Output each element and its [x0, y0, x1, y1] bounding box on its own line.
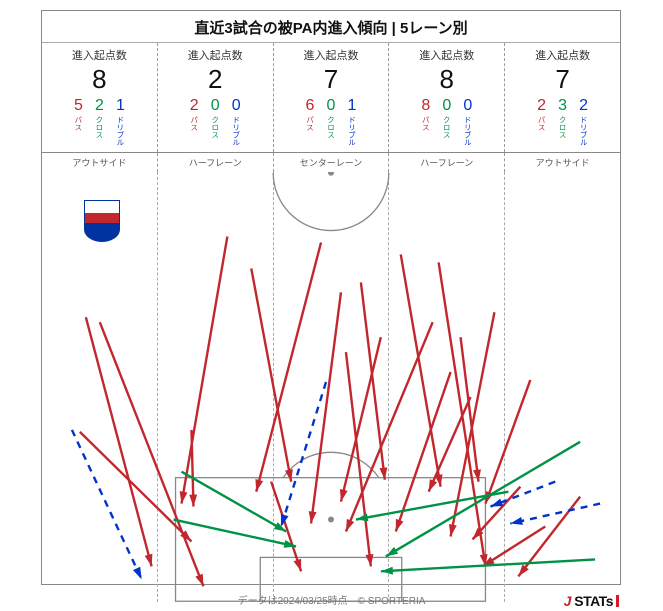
chart-title: 直近3試合の被PA内進入傾向 | 5レーン別	[42, 11, 620, 42]
logo-bar-icon	[616, 595, 619, 607]
lane-breakdown: 2パス0クロス0ドリブル	[158, 98, 273, 146]
lane-breakdown: 8パス0クロス0ドリブル	[389, 98, 504, 146]
lane-header: 進入起点数	[158, 47, 273, 63]
lane-name: アウトサイド	[505, 153, 620, 172]
arrow-pass	[449, 312, 494, 536]
lane-breakdown: 2パス3クロス2ドリブル	[505, 98, 620, 146]
lane-total: 8	[42, 65, 157, 94]
logo-j: J	[564, 593, 571, 609]
arrow-pass	[309, 292, 341, 523]
arrow-pass	[180, 236, 228, 503]
lane-total: 2	[158, 65, 273, 94]
arrow-pass	[361, 282, 387, 479]
lane-header: 進入起点数	[505, 47, 620, 63]
lane-total: 7	[274, 65, 389, 94]
logo-text: STATs	[571, 593, 613, 609]
lane-name: アウトサイド	[42, 153, 158, 172]
lane-stat: 進入起点数 8 5パス2クロス1ドリブル	[42, 43, 158, 152]
lane-breakdown: 5パス2クロス1ドリブル	[42, 98, 157, 146]
arrow-pass	[401, 254, 443, 486]
pitch-svg	[42, 172, 620, 602]
arrow-pass	[461, 337, 481, 482]
lane-header: 進入起点数	[42, 47, 157, 63]
lane-stat: 進入起点数 7 6パス0クロス1ドリブル	[274, 43, 390, 152]
arrow-pass	[100, 322, 204, 586]
arrow-cross	[182, 471, 287, 531]
arrow-cross	[386, 441, 580, 556]
lane-total: 8	[389, 65, 504, 94]
jstats-logo: J STATs	[564, 593, 619, 609]
arrow-pass	[482, 526, 545, 566]
lane-breakdown: 6パス0クロス1ドリブル	[274, 98, 389, 146]
arrow-pass	[255, 242, 321, 491]
lane-stat: 進入起点数 7 2パス3クロス2ドリブル	[505, 43, 620, 152]
lane-total: 7	[505, 65, 620, 94]
arrow-dribble	[510, 503, 600, 524]
lane-name: ハーフレーン	[389, 153, 505, 172]
lane-stats-row: 進入起点数85パス2クロス1ドリブル進入起点数22パス0クロス0ドリブル進入起点…	[42, 42, 620, 152]
lane-name: センターレーン	[274, 153, 390, 172]
arrow-dribble	[72, 429, 142, 578]
lane-stat: 進入起点数 2 2パス0クロス0ドリブル	[158, 43, 274, 152]
lane-name: ハーフレーン	[158, 153, 274, 172]
lane-header: 進入起点数	[274, 47, 389, 63]
lane-names-row: アウトサイドハーフレーンセンターレーンハーフレーンアウトサイド	[42, 152, 620, 172]
chart-card: 直近3試合の被PA内進入傾向 | 5レーン別 進入起点数85パス2クロス1ドリブ…	[41, 10, 621, 585]
arrow-pass	[80, 431, 192, 541]
pitch-area	[42, 172, 620, 602]
lane-header: 進入起点数	[389, 47, 504, 63]
lane-stat: 進入起点数 8 8パス0クロス0ドリブル	[389, 43, 505, 152]
